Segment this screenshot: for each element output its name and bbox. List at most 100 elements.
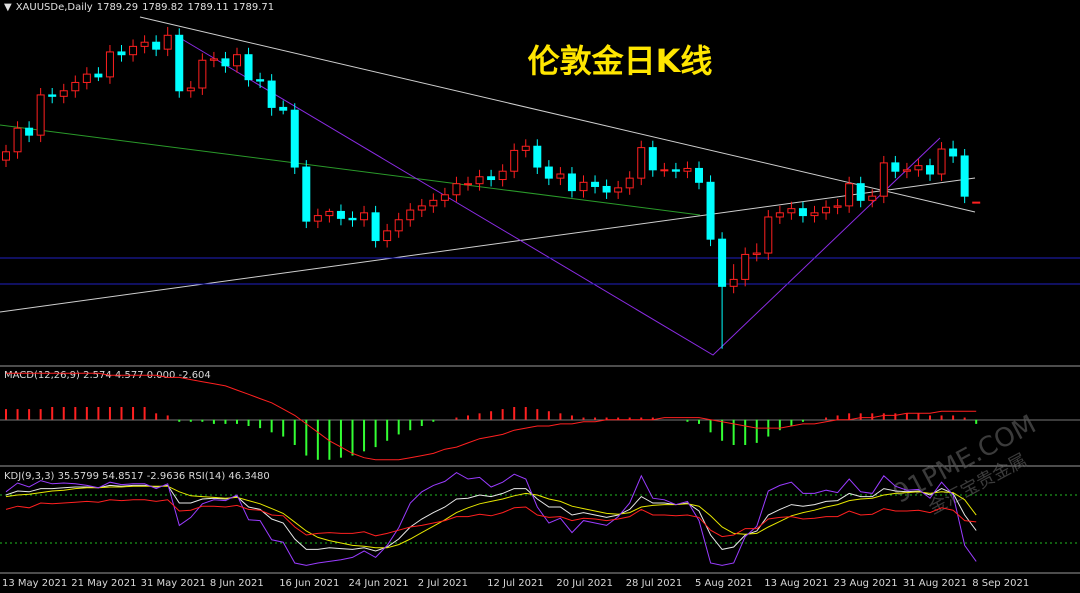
candle-body (290, 109, 299, 168)
candle-body (140, 41, 149, 47)
ohlc-value: 1789.11 (187, 2, 229, 13)
candle-body (394, 219, 403, 232)
candle-body (972, 201, 981, 204)
candle-body (267, 80, 276, 108)
candle-body (59, 90, 68, 97)
candle-body (798, 208, 807, 217)
x-tick-label: 13 May 2021 (2, 578, 67, 589)
x-tick-label: 13 Aug 2021 (764, 578, 828, 589)
candle-body (625, 177, 634, 189)
candle-body (833, 205, 842, 208)
candle-body (637, 147, 646, 179)
candle-body (521, 145, 530, 151)
x-tick-label: 21 May 2021 (71, 578, 136, 589)
candle-body (671, 169, 680, 172)
candle-body (591, 181, 600, 187)
x-tick-label: 23 Aug 2021 (834, 578, 898, 589)
candle-body (648, 147, 657, 171)
drawings (0, 16, 1080, 574)
candle-body (2, 151, 10, 161)
x-tick-label: 31 May 2021 (141, 578, 206, 589)
ohlc-value: 1789.82 (142, 2, 184, 13)
candle-body (879, 162, 888, 197)
candle-body (752, 252, 761, 255)
candle-body (810, 212, 819, 217)
candle-body (475, 176, 484, 185)
candle-body (82, 73, 91, 83)
candle-body (579, 181, 588, 192)
candle-body (660, 169, 669, 172)
candle-body (706, 181, 715, 240)
candle-body (487, 176, 496, 181)
x-tick-label: 8 Sep 2021 (972, 578, 1029, 589)
x-tick-label: 28 Jul 2021 (626, 578, 683, 589)
chart-header: ▼ XAUUSDe,Daily 1789.29 1789.82 1789.11 1789.… (4, 2, 278, 13)
candle-body (36, 94, 45, 136)
candle-body (325, 210, 334, 217)
candle-body (71, 81, 80, 92)
candle-body (25, 127, 34, 136)
ohlc-value: 1789.29 (96, 2, 139, 13)
chart-title: 伦敦金日K线 (528, 42, 713, 80)
candle-body (960, 155, 969, 197)
candle-body (718, 238, 727, 287)
x-tick-label: 2 Jul 2021 (418, 578, 468, 589)
candle-body (221, 58, 230, 67)
candle-body (348, 217, 357, 221)
trendline (0, 177, 976, 313)
candle-body (556, 173, 565, 179)
candle-body (105, 51, 114, 78)
candle-body (336, 210, 345, 219)
candle-body (406, 209, 415, 221)
panel-label: KDJ(9,3,3) 35.5799 54.8517 -2.9636 RSI(1… (4, 471, 270, 482)
candle-body (244, 54, 253, 81)
candle-body (256, 79, 265, 82)
candle-body (614, 187, 623, 193)
candle-body (313, 215, 322, 222)
candle-body (822, 206, 831, 214)
candle-body (440, 194, 449, 201)
candle-body (510, 149, 519, 172)
candle-body (186, 87, 195, 92)
candle-body (360, 212, 369, 221)
x-tick-label: 16 Jun 2021 (279, 578, 339, 589)
candle-body (602, 185, 611, 193)
candle-body (117, 51, 126, 56)
x-tick-label: 20 Jul 2021 (556, 578, 613, 589)
candle-body (94, 73, 103, 78)
candle-body (13, 127, 22, 153)
x-tick-label: 8 Jun 2021 (210, 578, 264, 589)
candle-body (544, 166, 553, 179)
candle-body (279, 106, 288, 111)
candle-body (209, 58, 218, 61)
candle-body (937, 148, 946, 175)
candle-body (498, 170, 507, 181)
x-tick-label: 31 Aug 2021 (903, 578, 967, 589)
trendline (174, 34, 941, 356)
candle-body (926, 165, 934, 175)
candle-body (683, 167, 692, 172)
dropdown-icon: ▼ (4, 2, 12, 13)
panel-label: MACD(12,26,9) 2.574 4.577 0.000 -2.604 (4, 370, 211, 381)
candle-body (175, 34, 184, 92)
candle-body (533, 145, 542, 168)
candle-body (845, 183, 854, 207)
ohlc-value: 1789.71 (232, 2, 275, 13)
symbol: XAUUSDe,Daily (15, 2, 93, 13)
trendline (139, 16, 976, 213)
indicator-line (5, 472, 977, 566)
candle-body (429, 199, 438, 207)
candle-body (891, 162, 900, 172)
candle-body (302, 166, 311, 222)
candle-body (949, 148, 958, 157)
candle-body (567, 173, 576, 192)
candle-body (198, 59, 207, 89)
candle-body (868, 195, 877, 201)
candle-body (129, 45, 138, 56)
trendline (0, 124, 701, 216)
candle-body (152, 41, 161, 50)
candle-body (383, 230, 392, 242)
candle-body (163, 34, 172, 50)
